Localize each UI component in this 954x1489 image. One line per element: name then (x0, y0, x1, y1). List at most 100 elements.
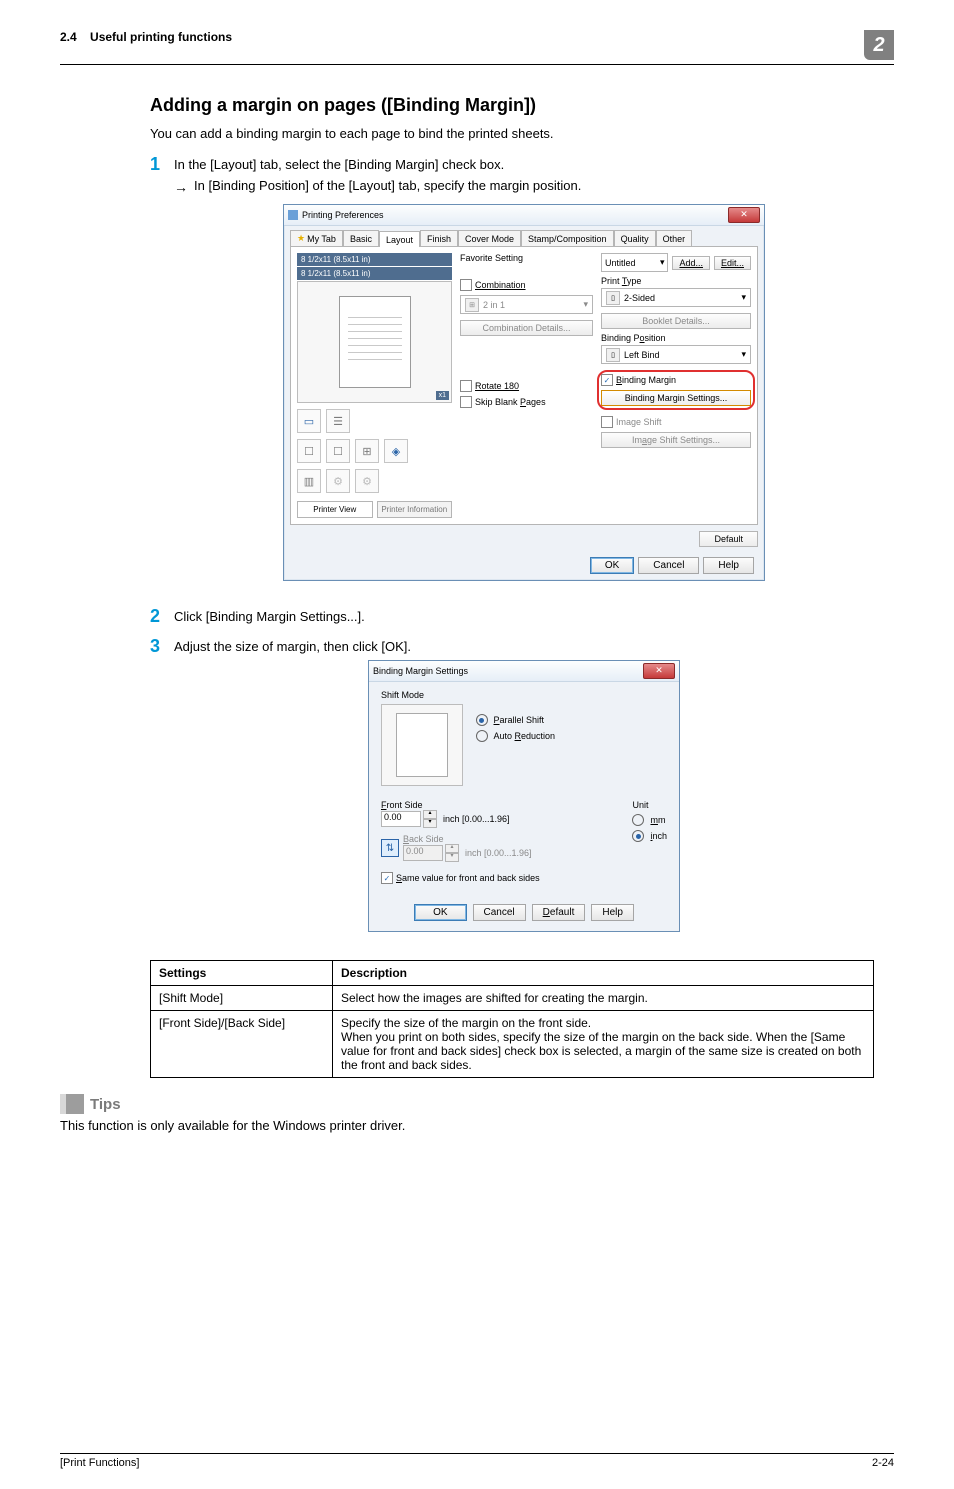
combination-label: Combination (475, 280, 526, 290)
combination-details-button[interactable]: Combination Details... (460, 320, 593, 336)
settings-table: Settings Description [Shift Mode] Select… (150, 960, 874, 1078)
back-range: inch [0.00...1.96] (465, 848, 532, 858)
cell-setting: [Shift Mode] (151, 986, 333, 1011)
favorite-value-dropdown[interactable]: Untitled▾ (601, 253, 668, 272)
shift-mode-label: Shift Mode (381, 690, 667, 700)
tips-icon (60, 1094, 86, 1114)
default-button[interactable]: Default (699, 531, 758, 547)
rotate-180-checkbox[interactable] (460, 380, 472, 392)
front-side-label: Front Side (381, 800, 532, 810)
close-button[interactable]: ✕ (643, 663, 675, 679)
dialog2-title: Binding Margin Settings (373, 666, 468, 676)
cancel-button[interactable]: Cancel (473, 904, 526, 921)
window-icon (288, 210, 298, 220)
inch-label: inch (650, 831, 667, 841)
rotate-180-label: Rotate 180 (475, 381, 519, 391)
step-2-text: Click [Binding Margin Settings...]. (174, 607, 874, 624)
table-row: [Shift Mode] Select how the images are s… (151, 986, 874, 1011)
substep-arrow-icon: → (174, 178, 194, 196)
step-3-text: Adjust the size of margin, then click [O… (174, 639, 411, 654)
tab-basic[interactable]: Basic (343, 230, 379, 246)
intro-text: You can add a binding margin to each pag… (150, 126, 874, 141)
tab-stamp[interactable]: Stamp/Composition (521, 230, 614, 246)
tab-my-tab[interactable]: ★My Tab (290, 230, 343, 246)
front-side-input[interactable]: 0.00 (381, 811, 421, 827)
help-button[interactable]: Help (703, 557, 754, 574)
bind-icon: ▯ (606, 348, 620, 362)
back-side-label: Back Side (403, 834, 532, 844)
parallel-shift-radio[interactable] (476, 714, 488, 726)
inch-radio[interactable] (632, 830, 644, 842)
ok-button[interactable]: OK (590, 557, 634, 574)
front-spinner[interactable]: ▴▾ (423, 810, 437, 828)
help-button[interactable]: Help (591, 904, 634, 921)
back-spinner: ▴▾ (445, 844, 459, 862)
header-section: 2.4 Useful printing functions (60, 30, 232, 44)
tool-icon-2[interactable]: ☐ (326, 439, 350, 463)
parallel-shift-label: Parallel Shift (494, 715, 545, 725)
same-value-checkbox[interactable]: ✓ (381, 872, 393, 884)
image-shift-settings-button[interactable]: Image Shift Settings... (601, 432, 751, 448)
binding-position-dropdown[interactable]: ▯Left Bind▾ (601, 345, 751, 364)
edit-button[interactable]: Edit... (714, 256, 751, 270)
step-number: 3 (150, 637, 174, 655)
auto-reduction-radio[interactable] (476, 730, 488, 742)
step-number: 1 (150, 155, 174, 173)
tips-text: This function is only available for the … (60, 1118, 894, 1133)
close-button[interactable]: ✕ (728, 207, 760, 223)
auto-reduction-label: Auto Reduction (494, 731, 556, 741)
dialog-title: Printing Preferences (302, 210, 384, 220)
star-icon: ★ (297, 233, 305, 244)
shift-preview (381, 704, 463, 786)
skip-blank-label: Skip Blank Pages (475, 397, 546, 407)
mm-label: mm (650, 815, 665, 825)
unit-label: Unit (632, 800, 667, 810)
layout-icon[interactable]: ☰ (326, 409, 350, 433)
front-range: inch [0.00...1.96] (443, 814, 510, 824)
mm-radio[interactable] (632, 814, 644, 826)
printing-preferences-dialog: Printing Preferences ✕ ★My Tab Basic Lay… (283, 204, 765, 581)
sync-icon[interactable]: ⇅ (381, 839, 399, 857)
binding-margin-checkbox[interactable]: ✓ (601, 374, 613, 386)
ok-button[interactable]: OK (414, 904, 466, 921)
skip-blank-checkbox[interactable] (460, 396, 472, 408)
tab-quality[interactable]: Quality (614, 230, 656, 246)
step-1-text: In the [Layout] tab, select the [Binding… (174, 157, 504, 172)
binding-position-label: Binding Position (601, 333, 751, 343)
add-button[interactable]: Add... (672, 256, 710, 270)
printer-view-button[interactable]: Printer View (297, 501, 373, 518)
table-header-settings: Settings (151, 961, 333, 986)
binding-margin-settings-button[interactable]: Binding Margin Settings... (601, 390, 751, 406)
print-type-dropdown[interactable]: ▯2-Sided▾ (601, 288, 751, 307)
tool-icon-4[interactable]: ◈ (384, 439, 408, 463)
tab-cover-mode[interactable]: Cover Mode (458, 230, 521, 246)
image-shift-checkbox[interactable] (601, 416, 613, 428)
default-button[interactable]: Default (532, 904, 586, 921)
tool-icon-5[interactable]: ▥ (297, 469, 321, 493)
cell-setting: [Front Side]/[Back Side] (151, 1011, 333, 1078)
combination-checkbox[interactable] (460, 279, 472, 291)
image-shift-label: Image Shift (616, 417, 662, 427)
page-heading: Adding a margin on pages ([Binding Margi… (150, 95, 874, 116)
tab-other[interactable]: Other (656, 230, 693, 246)
tab-finish[interactable]: Finish (420, 230, 458, 246)
tool-icon-1[interactable]: ☐ (297, 439, 321, 463)
preview-icon[interactable]: ▭ (297, 409, 321, 433)
tool-icon-3[interactable]: ⊞ (355, 439, 379, 463)
step-number: 2 (150, 607, 174, 625)
binding-margin-label: Binding Margin (616, 375, 676, 385)
back-side-input: 0.00 (403, 845, 443, 861)
table-header-description: Description (333, 961, 874, 986)
cancel-button[interactable]: Cancel (638, 557, 699, 574)
page-preview: x1 (297, 281, 452, 403)
dialog-tabs: ★My Tab Basic Layout Finish Cover Mode S… (284, 226, 764, 246)
tab-layout[interactable]: Layout (379, 231, 420, 247)
booklet-details-button[interactable]: Booklet Details... (601, 313, 751, 329)
tool-icon-7[interactable]: ⚙ (355, 469, 379, 493)
chapter-number-badge: 2 (864, 30, 894, 60)
combination-dropdown[interactable]: ⊞2 in 1▾ (460, 295, 593, 314)
printer-info-button[interactable]: Printer Information (377, 501, 453, 518)
tool-icon-6[interactable]: ⚙ (326, 469, 350, 493)
cell-description: Specify the size of the margin on the fr… (333, 1011, 874, 1078)
binding-margin-settings-dialog: Binding Margin Settings ✕ Shift Mode Par… (368, 660, 680, 932)
